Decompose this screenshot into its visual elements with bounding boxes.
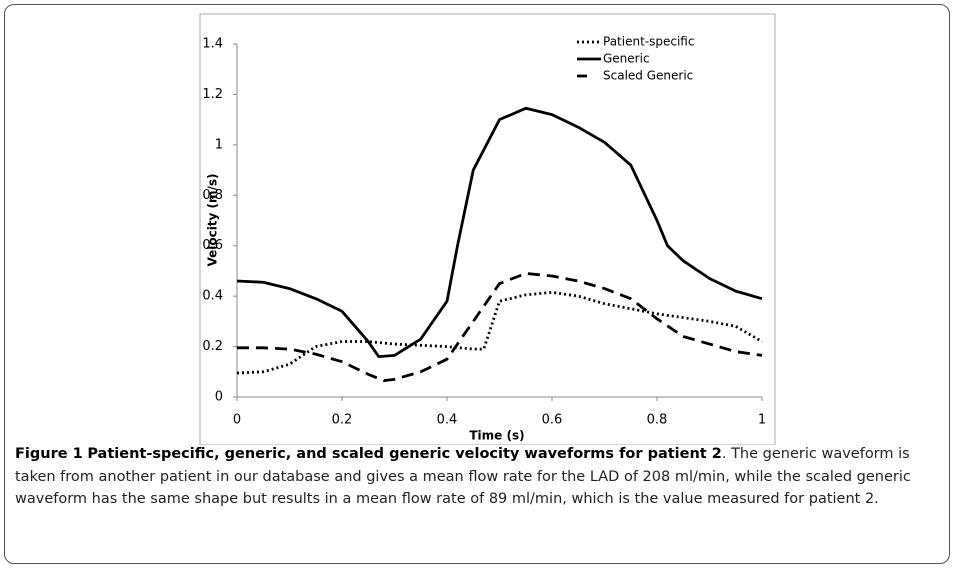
x-tick-label: 0.2 — [332, 413, 353, 428]
y-tick-label: 0.4 — [202, 289, 223, 304]
x-tick-label: 1 — [758, 413, 766, 428]
series-line — [237, 272, 763, 383]
x-tick-label: 0.8 — [647, 413, 668, 428]
legend-label: Patient-specific — [603, 35, 694, 49]
chart-border — [199, 13, 776, 445]
chart: Time (s) Velocity (m/s) 0 0.2 0.4 0.6 0.8 1 1.… — [199, 13, 776, 445]
x-tick-label: 0 — [233, 413, 241, 428]
x-tick-label: 0.6 — [542, 413, 563, 428]
y-tick-label: 0.6 — [202, 238, 223, 253]
x-tick-label: 0.4 — [437, 413, 458, 428]
y-tick-label: 1.2 — [202, 87, 223, 102]
x-axis-title: Time (s) — [469, 429, 524, 443]
legend-label: Generic — [603, 52, 650, 66]
caption: Figure 1 Patient-specific, generic, and … — [15, 443, 915, 511]
y-tick-label: 0.2 — [202, 339, 223, 354]
series-line — [236, 106, 763, 359]
figure-frame — [4, 4, 950, 564]
legend-label: Scaled Generic — [603, 69, 693, 83]
y-tick-label: 1.4 — [202, 37, 223, 52]
series-line — [236, 290, 763, 375]
caption-text: . The generic waveform is taken from ano… — [15, 446, 911, 507]
y-tick-label: 1 — [215, 137, 223, 152]
y-tick-label: 0.8 — [202, 188, 223, 203]
caption-label: Figure 1 — [15, 446, 83, 462]
caption-title: Patient-specific, generic, and scaled ge… — [87, 446, 722, 462]
y-tick-label: 0 — [215, 390, 223, 405]
y-axis-title: Velocity (m/s) — [206, 173, 220, 266]
